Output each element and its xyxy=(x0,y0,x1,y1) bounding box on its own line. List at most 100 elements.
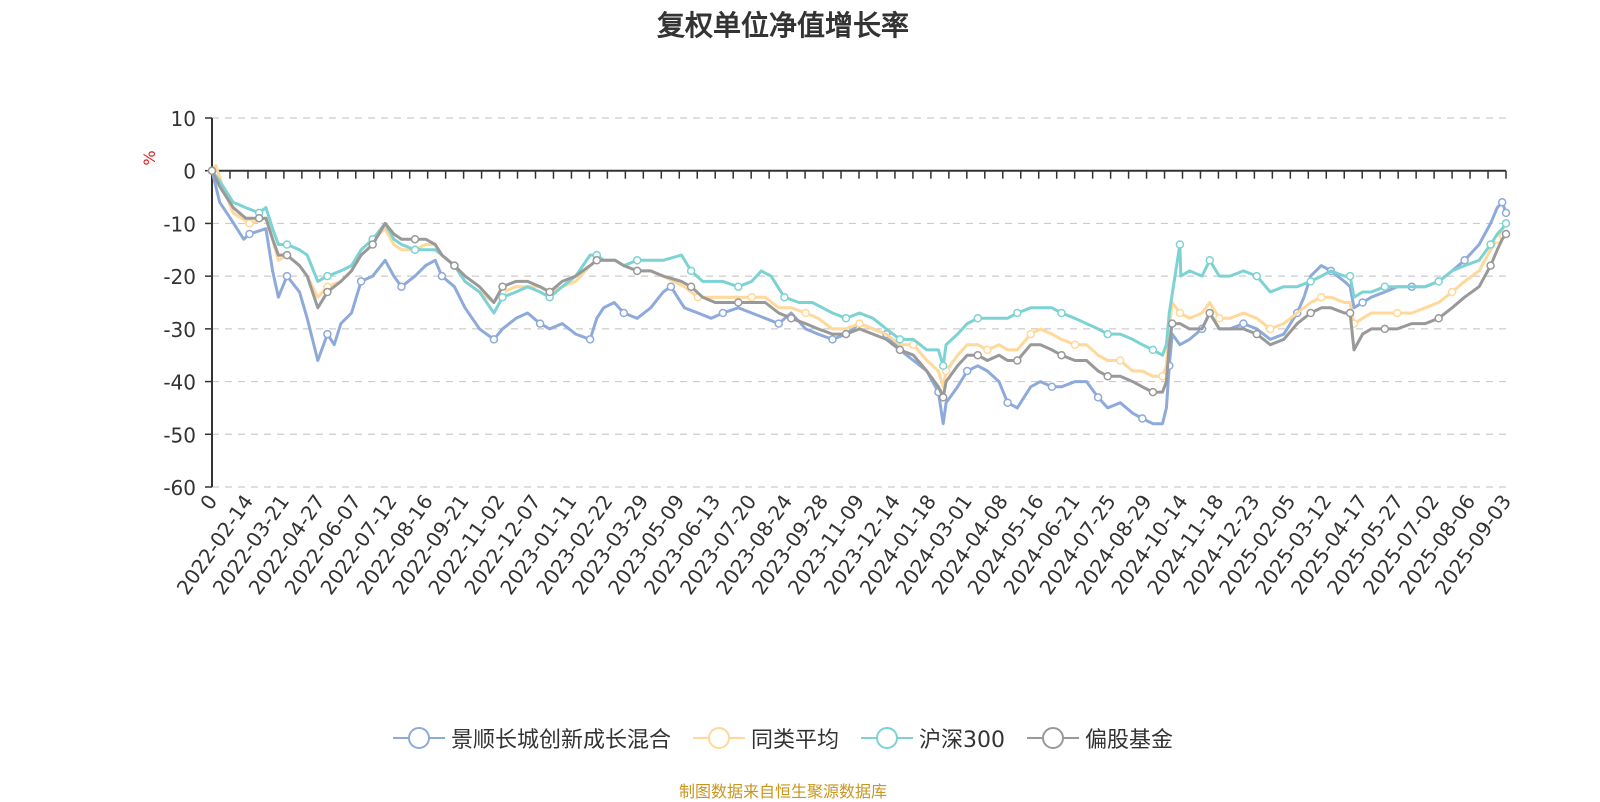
legend-label: 偏股基金 xyxy=(1085,728,1174,753)
legend-marker-icon xyxy=(1027,725,1079,751)
series-point xyxy=(1486,261,1495,270)
y-tick-label: -30 xyxy=(163,318,196,342)
series-point xyxy=(254,213,264,223)
series-point xyxy=(1358,298,1367,307)
y-tick-label: 0 xyxy=(183,160,196,184)
series-point xyxy=(666,282,676,291)
series-point xyxy=(437,271,447,281)
series-point xyxy=(734,298,743,307)
series-point xyxy=(1501,229,1511,239)
series-point xyxy=(1003,398,1012,407)
series-point xyxy=(632,266,642,276)
series-point xyxy=(1148,345,1158,355)
y-tick-label: -50 xyxy=(163,423,196,447)
series-point xyxy=(841,329,851,339)
series-point xyxy=(1158,372,1167,381)
series-point xyxy=(1115,356,1125,365)
series-point xyxy=(410,245,420,255)
series-point xyxy=(938,361,948,371)
legend-marker-icon xyxy=(861,725,913,751)
series-point xyxy=(1103,372,1112,381)
series-point xyxy=(368,240,377,249)
series-point xyxy=(1317,292,1326,302)
series-point xyxy=(1057,350,1066,360)
series-group xyxy=(207,163,1511,389)
line-chart: 100-10-20-30-40-50-60%02022-02-142022-03… xyxy=(140,107,1516,599)
series-point xyxy=(828,335,837,344)
series-point xyxy=(774,319,783,328)
series-point xyxy=(938,393,948,402)
series-point xyxy=(962,366,972,376)
series-point xyxy=(1345,271,1355,281)
series-point xyxy=(1345,308,1355,318)
series-point xyxy=(686,282,696,291)
y-tick-label: -40 xyxy=(163,371,196,395)
series-point xyxy=(323,329,332,339)
series-point xyxy=(734,282,743,291)
series-group xyxy=(207,166,1511,402)
legend-item[interactable]: 景顺长城创新成长混合 xyxy=(392,722,671,754)
series-point xyxy=(895,335,905,344)
legend-label: 同类平均 xyxy=(750,728,839,753)
series-point xyxy=(1393,308,1402,318)
series-point xyxy=(545,287,554,297)
series-point xyxy=(410,234,420,244)
series-point xyxy=(780,292,789,302)
series-point xyxy=(1252,329,1262,339)
series-point xyxy=(323,287,332,297)
legend-item[interactable]: 沪深300 xyxy=(861,722,1005,754)
series-point xyxy=(245,219,254,228)
series-point xyxy=(1434,277,1443,286)
series-point xyxy=(585,335,595,344)
legend-marker-icon xyxy=(692,725,745,751)
series-point xyxy=(1215,314,1224,323)
series-point xyxy=(356,277,366,286)
source-note: 制图数据来自恒生聚源数据库 xyxy=(678,782,887,801)
legend-label: 景顺长城创新成长混合 xyxy=(450,728,671,753)
legend-item[interactable]: 同类平均 xyxy=(692,722,839,754)
series-point xyxy=(1306,277,1315,286)
series-group xyxy=(207,166,1511,371)
series-point xyxy=(282,250,292,260)
series-point xyxy=(1497,198,1507,207)
series-point xyxy=(1434,314,1443,323)
series-group xyxy=(207,166,1511,426)
series-point xyxy=(1447,287,1457,297)
series-point xyxy=(1093,393,1103,402)
series-point xyxy=(1013,308,1022,318)
series-line xyxy=(210,163,1508,389)
series-point xyxy=(245,229,254,239)
series-point xyxy=(786,314,796,323)
series-point xyxy=(535,319,545,328)
series-point xyxy=(1047,382,1057,392)
chart-legend: 景顺长城创新成长混合 同类平均 沪深300 偏股基金 xyxy=(0,722,1566,754)
series-point xyxy=(1501,219,1511,228)
series-point xyxy=(686,266,696,276)
series-point xyxy=(983,345,992,355)
series-point xyxy=(592,256,602,265)
series-point xyxy=(973,350,983,360)
series-point xyxy=(1013,356,1022,365)
series-point xyxy=(1057,308,1066,318)
chart-title: 复权单位净值增长率 xyxy=(656,9,909,42)
series-point xyxy=(498,292,507,302)
legend-item[interactable]: 偏股基金 xyxy=(1027,722,1173,754)
series-point xyxy=(1148,387,1158,397)
series-line xyxy=(210,169,1508,368)
x-tick-label: 0 xyxy=(195,490,222,514)
series-point xyxy=(801,308,810,318)
series-point xyxy=(1167,319,1177,328)
series-point xyxy=(1103,329,1112,339)
series-point xyxy=(619,308,629,318)
series-point xyxy=(1306,308,1315,318)
series-point xyxy=(1138,414,1147,423)
series-point xyxy=(1460,256,1469,265)
series-point xyxy=(498,282,507,291)
series-point xyxy=(1486,240,1495,249)
series-point xyxy=(1175,308,1185,318)
series-point xyxy=(1501,208,1511,218)
y-tick-label: -10 xyxy=(163,212,196,236)
series-point xyxy=(450,261,459,270)
y-axis-label: % xyxy=(140,150,159,165)
series-point xyxy=(489,335,499,344)
